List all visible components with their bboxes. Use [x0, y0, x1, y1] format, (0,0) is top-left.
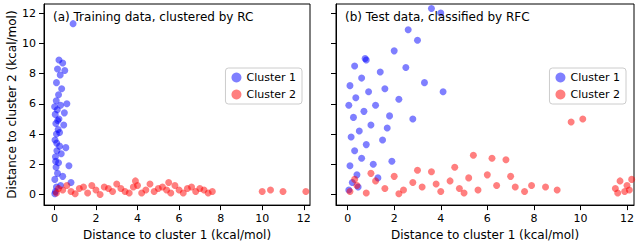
svg-text:4: 4	[437, 212, 444, 225]
svg-text:6: 6	[176, 212, 183, 225]
svg-text:(a) Training data, clustered b: (a) Training data, clustered by RC	[53, 10, 253, 24]
svg-text:Cluster 1: Cluster 1	[570, 71, 620, 84]
svg-text:Cluster 2: Cluster 2	[570, 88, 620, 101]
svg-text:0: 0	[29, 188, 36, 201]
svg-text:0: 0	[51, 212, 58, 225]
svg-text:8: 8	[29, 67, 36, 80]
svg-text:8: 8	[530, 212, 537, 225]
svg-text:Cluster 1: Cluster 1	[246, 71, 296, 84]
svg-text:Distance to cluster 1 (kcal/mo: Distance to cluster 1 (kcal/mol)	[391, 228, 579, 242]
svg-text:10: 10	[22, 37, 36, 50]
svg-text:2: 2	[29, 158, 36, 171]
svg-text:0: 0	[344, 212, 351, 225]
svg-text:2: 2	[92, 212, 99, 225]
svg-text:(b) Test data, classified by R: (b) Test data, classified by RFC	[345, 10, 530, 24]
svg-text:12: 12	[620, 212, 634, 225]
svg-text:10: 10	[255, 212, 269, 225]
svg-text:12: 12	[22, 7, 36, 20]
svg-text:12: 12	[297, 212, 311, 225]
svg-text:4: 4	[29, 128, 36, 141]
svg-text:Distance to cluster 1 (kcal/mo: Distance to cluster 1 (kcal/mol)	[83, 228, 271, 242]
svg-text:10: 10	[573, 212, 587, 225]
svg-text:6: 6	[29, 97, 36, 110]
svg-text:Distance to cluster 2 (kcal/mo: Distance to cluster 2 (kcal/mol)	[5, 10, 19, 198]
svg-text:6: 6	[484, 212, 491, 225]
svg-text:8: 8	[217, 212, 224, 225]
svg-text:4: 4	[134, 212, 141, 225]
svg-text:Cluster 2: Cluster 2	[246, 88, 296, 101]
svg-text:2: 2	[391, 212, 398, 225]
